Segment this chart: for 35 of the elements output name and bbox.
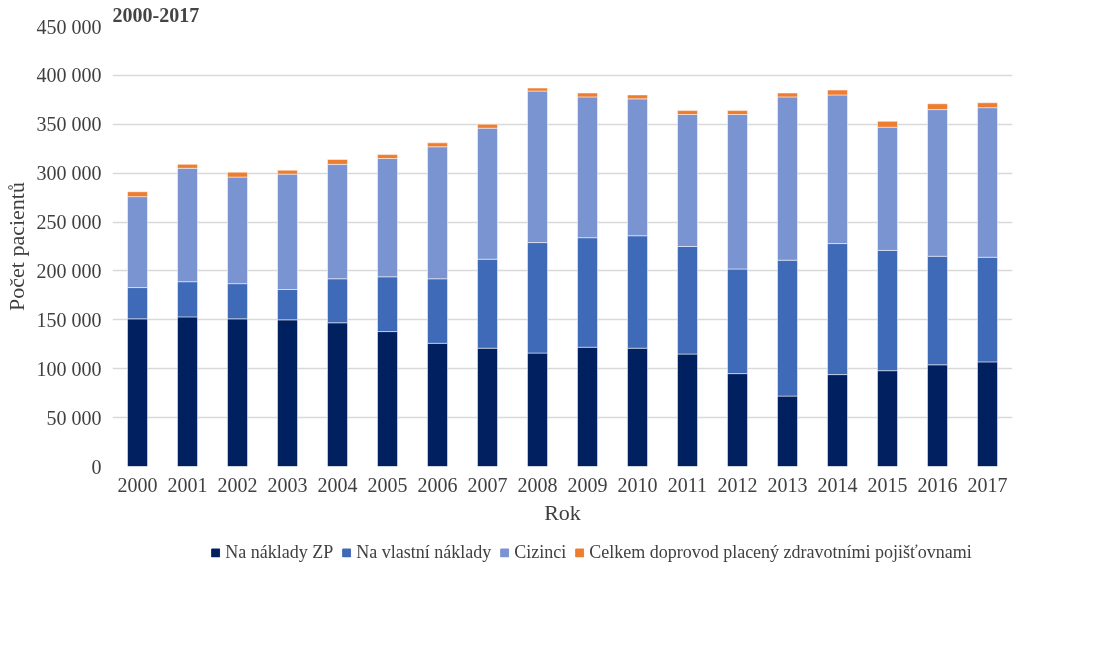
y-tick-label: 250 000 bbox=[36, 211, 102, 234]
x-tick-label: 2015 bbox=[867, 473, 908, 496]
x-tick-label: 2002 bbox=[217, 473, 258, 496]
x-axis-title: Rok bbox=[544, 499, 581, 525]
x-tick-label: 2006 bbox=[417, 473, 458, 496]
x-tick-label: 2012 bbox=[717, 473, 758, 496]
y-tick-label: 0 bbox=[91, 455, 102, 478]
y-tick-label: 300 000 bbox=[36, 162, 102, 185]
y-axis-title: Počet pacientů bbox=[3, 182, 29, 311]
legend-label: Celkem doprovod placený zdravotními pojišťovnami bbox=[589, 541, 972, 563]
x-tick-label: 2000 bbox=[117, 473, 158, 496]
x-tick-label: 2001 bbox=[167, 473, 208, 496]
x-tick-label: 2005 bbox=[367, 473, 408, 496]
x-tick-label: 2013 bbox=[767, 473, 808, 496]
legend-label: Na náklady ZP bbox=[225, 541, 334, 563]
y-tick-label: 50 000 bbox=[46, 406, 102, 429]
x-tick-label: 2014 bbox=[817, 473, 858, 496]
y-tick-label: 350 000 bbox=[36, 113, 102, 136]
chart-title: 2000-2017 bbox=[112, 3, 200, 26]
x-tick-label: 2007 bbox=[467, 473, 508, 496]
y-tick-label: 450 000 bbox=[36, 15, 102, 38]
x-tick-label: 2004 bbox=[317, 473, 358, 496]
x-tick-label: 2003 bbox=[267, 473, 308, 496]
legend-label: Na vlastní náklady bbox=[356, 541, 492, 563]
x-tick-label: 2010 bbox=[617, 473, 658, 496]
x-tick-label: 2008 bbox=[517, 473, 558, 496]
x-tick-label: 2011 bbox=[667, 473, 708, 496]
y-tick-label: 400 000 bbox=[36, 64, 102, 87]
x-tick-label: 2009 bbox=[567, 473, 608, 496]
x-tick-label: 2017 bbox=[967, 473, 1008, 496]
legend-label: Cizinci bbox=[514, 541, 567, 563]
y-tick-label: 100 000 bbox=[36, 357, 102, 380]
y-tick-label: 200 000 bbox=[36, 259, 102, 282]
y-tick-label: 150 000 bbox=[36, 308, 102, 331]
x-tick-label: 2016 bbox=[917, 473, 958, 496]
